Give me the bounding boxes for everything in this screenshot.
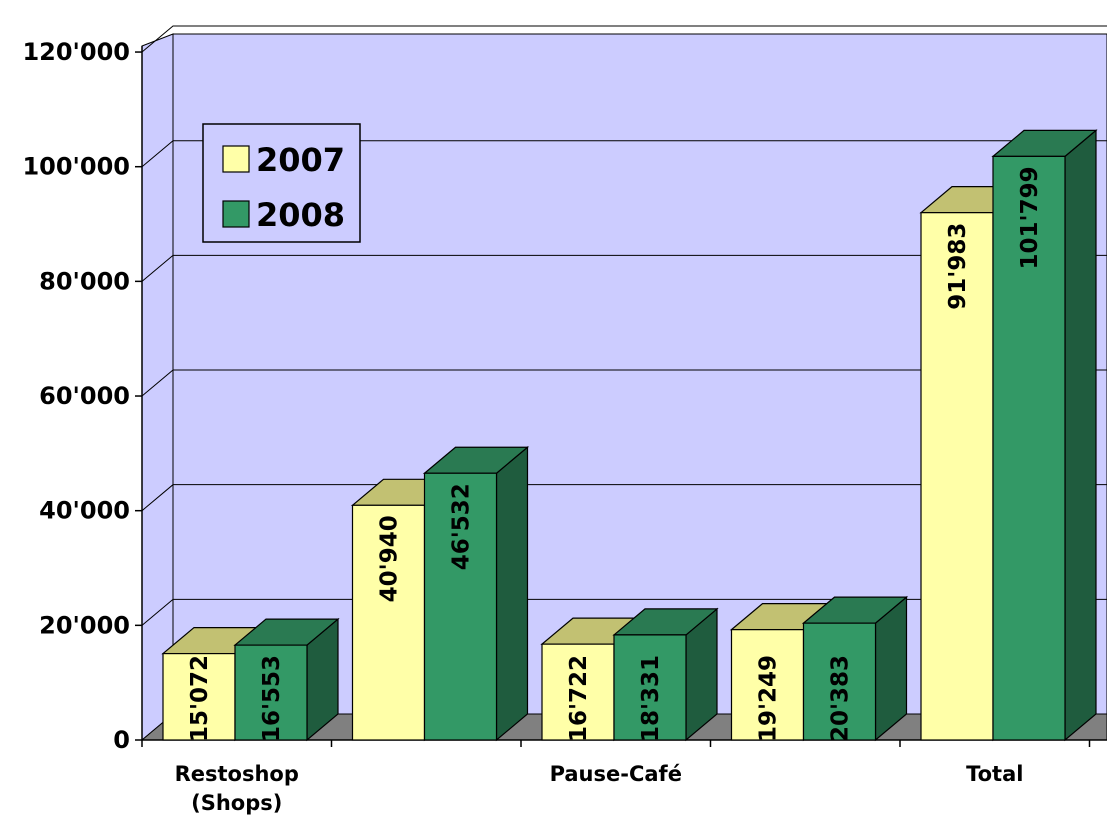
y-tick-label: 0 xyxy=(113,726,130,754)
y-axis: 0 20'000 40'000 60'000 80'000 100'000 120'000 xyxy=(22,38,142,754)
data-label: 15'072 xyxy=(187,655,213,742)
data-label: 19'249 xyxy=(756,655,782,742)
data-label: 91'983 xyxy=(945,223,971,310)
data-label: 40'940 xyxy=(377,515,403,602)
bar-side xyxy=(497,447,528,740)
data-label: 101'799 xyxy=(1017,166,1043,269)
legend-label-2008: 2008 xyxy=(256,196,345,234)
y-tick-label: 100'000 xyxy=(22,153,130,181)
data-label: 20'383 xyxy=(828,655,854,742)
data-label: 16'553 xyxy=(259,655,285,742)
bar-side xyxy=(1065,130,1096,740)
bar-2008-4: 101'799 xyxy=(993,130,1096,740)
x-category-label: (Shops) xyxy=(191,791,282,815)
y-tick-label: 120'000 xyxy=(22,38,130,66)
y-tick-label: 60'000 xyxy=(39,382,130,410)
side-wall xyxy=(142,34,173,740)
legend-swatch-2008 xyxy=(223,201,249,227)
x-category-label: Restoshop xyxy=(175,762,299,786)
bar-2008-3: 20'383 xyxy=(804,597,907,742)
x-category-label: Pause-Café xyxy=(550,762,682,786)
legend-label-2007: 2007 xyxy=(256,141,345,179)
bar-2008-2: 18'331 xyxy=(614,609,717,742)
bar-2008-1: 46'532 xyxy=(425,447,528,740)
bar-2008-0: 16'553 xyxy=(235,619,338,742)
data-label: 18'331 xyxy=(638,655,664,742)
data-label: 16'722 xyxy=(566,655,592,742)
y-tick-label: 80'000 xyxy=(39,267,130,295)
legend: 2007 2008 xyxy=(203,124,360,242)
data-label: 46'532 xyxy=(449,483,475,570)
x-axis: Restoshop (Shops) Pause-Café Total xyxy=(142,740,1107,815)
x-category-label: Total xyxy=(966,762,1023,786)
y-tick-label: 40'000 xyxy=(39,497,130,525)
y-tick-label: 20'000 xyxy=(39,611,130,639)
legend-swatch-2007 xyxy=(223,146,249,172)
